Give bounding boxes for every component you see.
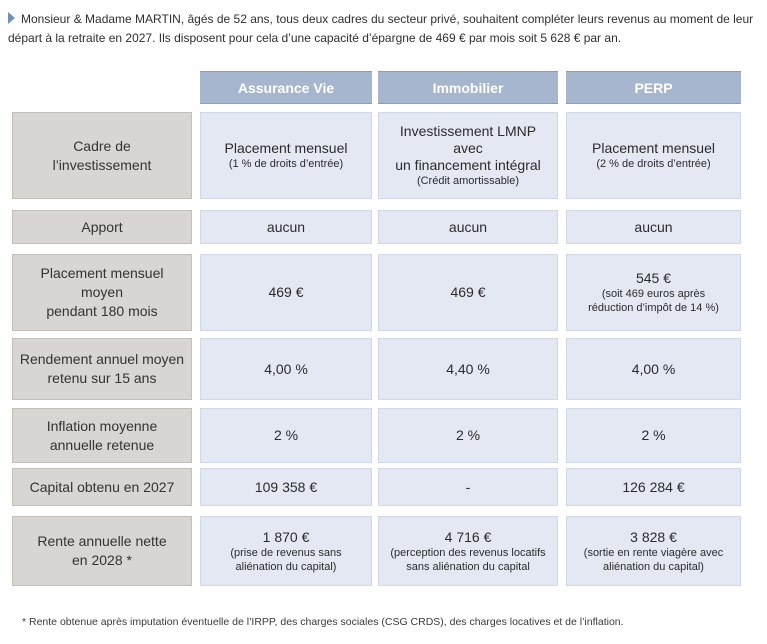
- table-cell: 2 %: [200, 408, 372, 463]
- cell-value: Placement mensuel: [592, 140, 715, 156]
- cell-value: 469 €: [450, 284, 486, 300]
- table-cell: 469 €: [378, 254, 558, 331]
- table-cell: aucun: [378, 210, 558, 244]
- row-label-text: Placement mensuel moyen pendant 180 mois: [40, 265, 164, 319]
- cell-value: 4,40 %: [446, 360, 490, 377]
- table-cell: 4,00 %: [200, 338, 372, 400]
- table-cell: 2 %: [378, 408, 558, 463]
- row-label-text: Apport: [81, 218, 123, 235]
- table-cell: 4,00 %: [566, 338, 741, 400]
- cell-value: 126 284 €: [622, 478, 685, 495]
- cell-value: 4 716 €: [444, 528, 492, 545]
- table-cell: aucun: [566, 210, 741, 244]
- row-label-text: Capital obtenu en 2027: [29, 478, 175, 495]
- row-label: Rente annuelle nette en 2028 *: [12, 516, 192, 586]
- column-header: Assurance Vie: [200, 71, 372, 104]
- table-cell: 4 716 € (perception des revenus locatifs s…: [378, 516, 558, 586]
- cell-note: (sortie en rente viagère avec aliénation …: [583, 546, 724, 573]
- table-cell: Placement mensuel (2 % de droits d’entrée…: [566, 112, 741, 199]
- intro-paragraph: Monsieur & Madame MARTIN, âgés de 52 ans…: [8, 10, 760, 48]
- row-label: Rendement annuel moyen retenu sur 15 ans: [12, 338, 192, 400]
- cell-note: (perception des revenus locatifs sans ali…: [390, 546, 546, 573]
- row-label: Capital obtenu en 2027: [12, 468, 192, 506]
- row-label-text: Rendement annuel moyen retenu sur 15 ans: [19, 351, 185, 386]
- cell-note: (soit 469 euros après réduction d’impôt d…: [588, 288, 719, 314]
- cell-value: 2 %: [273, 427, 299, 443]
- column-header: PERP: [566, 71, 741, 104]
- row-label: Inflation moyenne annuelle retenue: [12, 408, 192, 463]
- row-label-text: Inflation moyenne annuelle retenue: [46, 417, 158, 453]
- table-cell: 1 870 € (prise de revenus sans aliénation …: [200, 516, 372, 586]
- cell-value: aucun: [266, 218, 306, 235]
- table-cell: Investissement LMNP avec un financement i…: [378, 112, 558, 199]
- cell-value: 1 870 €: [262, 528, 310, 545]
- table-cell: 126 284 €: [566, 468, 741, 506]
- cell-value: 2 %: [455, 427, 481, 443]
- cell-value: 545 €: [635, 270, 672, 286]
- table-cell: 469 €: [200, 254, 372, 331]
- row-label-text: Cadre de l’investissement: [52, 137, 152, 173]
- cell-value: -: [465, 478, 471, 495]
- cell-value: Placement mensuel: [224, 140, 348, 156]
- cell-value: 109 358 €: [254, 478, 318, 495]
- column-header: Immobilier: [378, 71, 558, 104]
- cell-value: 2 %: [641, 427, 666, 443]
- table-cell: 109 358 €: [200, 468, 372, 506]
- row-label: Apport: [12, 210, 192, 244]
- cell-value: aucun: [634, 218, 673, 235]
- cell-value: 469 €: [268, 284, 304, 300]
- row-label: Cadre de l’investissement: [12, 112, 192, 199]
- cell-value: 4,00 %: [264, 360, 308, 377]
- table-cell: aucun: [200, 210, 372, 244]
- row-label-text: Rente annuelle nette en 2028 *: [37, 533, 167, 568]
- cell-value: 4,00 %: [631, 360, 676, 377]
- table-cell: Placement mensuel (1 % de droits d’entrée…: [200, 112, 372, 199]
- table-cell: 2 %: [566, 408, 741, 463]
- table-cell: 545 € (soit 469 euros après réduction d’im…: [566, 254, 741, 331]
- cell-value: aucun: [448, 218, 488, 235]
- cell-value: Investissement LMNP avec un financement i…: [395, 123, 541, 173]
- table-cell: 4,40 %: [378, 338, 558, 400]
- row-label: Placement mensuel moyen pendant 180 mois: [12, 254, 192, 331]
- intro-text: Monsieur & Madame MARTIN, âgés de 52 ans…: [8, 12, 754, 45]
- cell-note: (1 % de droits d’entrée): [228, 158, 344, 170]
- cell-note: (Crédit amortissable): [416, 175, 520, 187]
- footnote: * Rente obtenue après imputation éventue…: [22, 616, 624, 628]
- table-cell: -: [378, 468, 558, 506]
- cell-note: (prise de revenus sans aliénation du capi…: [230, 546, 342, 573]
- cell-note: (2 % de droits d’entrée): [596, 158, 711, 170]
- arrow-right-icon: [8, 12, 15, 24]
- cell-value: 3 828 €: [630, 528, 677, 545]
- table-cell: 3 828 € (sortie en rente viagère avec alié…: [566, 516, 741, 586]
